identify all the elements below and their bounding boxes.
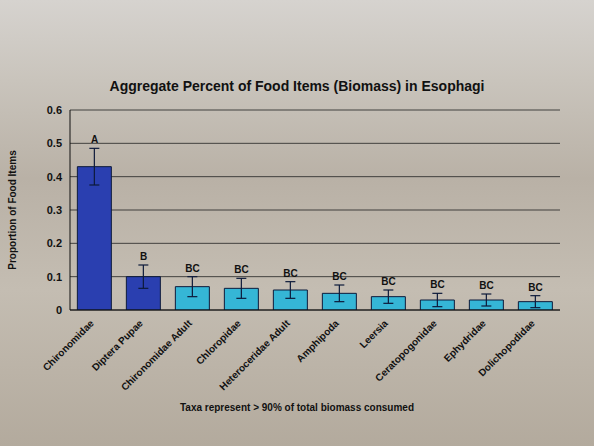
svg-text:Chironomidae Adult: Chironomidae Adult <box>119 317 195 393</box>
svg-text:BC: BC <box>185 263 199 274</box>
svg-text:BC: BC <box>479 280 493 291</box>
svg-text:BC: BC <box>332 271 346 282</box>
svg-text:Ceratopogonidae: Ceratopogonidae <box>373 317 439 383</box>
svg-text:BC: BC <box>283 268 297 279</box>
svg-text:Leersia: Leersia <box>357 317 390 350</box>
html-text:Taxa represent > 90% of total: Taxa represent > 90% of total biomass co… <box>180 402 414 413</box>
svg-text:0.6: 0.6 <box>47 104 62 116</box>
svg-text:B: B <box>140 251 147 262</box>
svg-text:BC: BC <box>234 264 248 275</box>
svg-text:BC: BC <box>381 276 395 287</box>
svg-text:0.3: 0.3 <box>47 204 62 216</box>
svg-text:Ephydridae: Ephydridae <box>442 317 489 364</box>
svg-text:Amphipoda: Amphipoda <box>294 317 341 364</box>
svg-text:BC: BC <box>430 279 444 290</box>
svg-text:Proportion of Food Items: Proportion of Food Items <box>7 150 18 270</box>
svg-text:BC: BC <box>528 282 542 293</box>
svg-text:0.4: 0.4 <box>47 171 63 183</box>
svg-text:0.1: 0.1 <box>47 271 62 283</box>
svg-text:A: A <box>91 134 98 145</box>
svg-text:0.2: 0.2 <box>47 237 62 249</box>
svg-text:Heteroceridae Adult: Heteroceridae Adult <box>217 317 292 392</box>
svg-text:0: 0 <box>56 304 62 316</box>
svg-text:Diptera Pupae: Diptera Pupae <box>90 317 146 373</box>
svg-text:Chironomidae: Chironomidae <box>41 317 97 373</box>
svg-text:Chloropidae: Chloropidae <box>194 317 243 366</box>
svg-text:0.5: 0.5 <box>47 137 62 149</box>
html-text:Aggregate Percent of Food Item: Aggregate Percent of Food Items (Biomass… <box>109 78 485 94</box>
svg-text:Dolichopodidae: Dolichopodidae <box>476 317 537 378</box>
